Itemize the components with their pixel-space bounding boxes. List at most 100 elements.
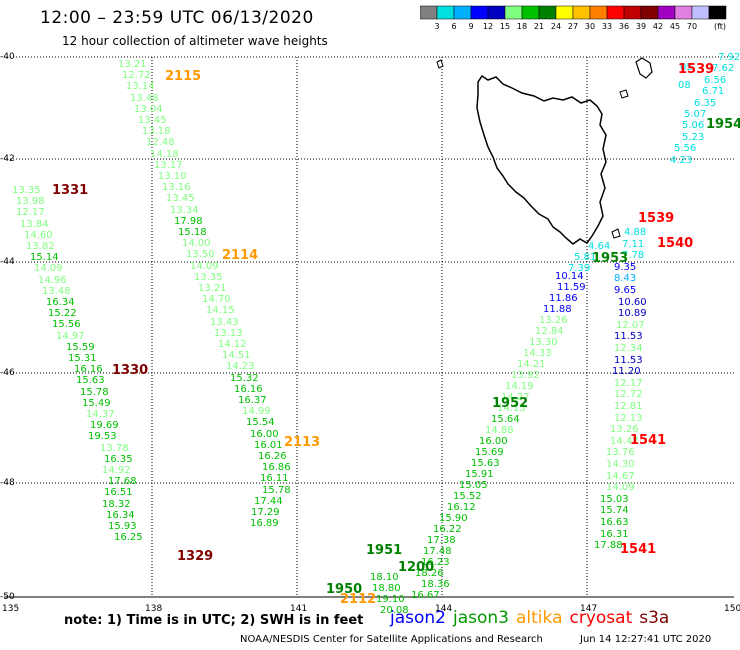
swh-value: 14.27: [501, 392, 530, 403]
swh-value: 13.16: [162, 182, 191, 194]
swh-value: 16.00: [479, 436, 508, 447]
swh-value: 11.88: [543, 304, 572, 315]
swh-value: 15.22: [48, 308, 77, 320]
colorbar-tick-label: 27: [567, 22, 579, 31]
swh-value: 16.00: [250, 428, 279, 440]
swh-value: 13.21: [198, 283, 227, 294]
pass-number-label: 1540: [657, 236, 694, 251]
pass-number-label: 2112: [340, 592, 377, 607]
generation-timestamp: Jun 14 12:27:41 UTC 2020: [580, 634, 712, 645]
swh-value: 15.18: [178, 227, 207, 238]
swh-value: 12.84: [535, 326, 564, 337]
swh-value: 13.82: [26, 241, 55, 252]
swh-value: 08: [678, 80, 691, 91]
swh-value: 13.48: [130, 92, 159, 104]
swh-value: 8.43: [614, 273, 637, 285]
swh-value: 4.64: [588, 241, 611, 252]
swh-value: 13.48: [42, 285, 71, 297]
swh-value: 14.47: [610, 435, 639, 447]
swh-value: 16.01: [254, 439, 283, 451]
swh-value: 4.23: [670, 154, 693, 166]
swh-value: 16.25: [114, 532, 143, 544]
lon-label: 147: [580, 604, 598, 614]
swh-value: 12.81: [614, 401, 643, 412]
pass-number-label: 1952: [492, 396, 529, 411]
swh-value: 14.15: [206, 305, 235, 317]
colorbar-tick-label: 39: [635, 22, 647, 31]
pass-number-label: 2115: [165, 69, 202, 84]
swh-value: 12.13: [614, 412, 643, 424]
swh-value: 16.22: [433, 524, 462, 535]
swh-value: 7.92: [718, 52, 740, 63]
swh-value: 13.34: [170, 204, 199, 216]
swh-value: 15.56: [52, 319, 81, 331]
swh-value: 10.60: [618, 296, 647, 308]
swh-value: 14.96: [38, 274, 67, 286]
swh-value: 16.37: [238, 395, 267, 406]
colorbar-swatch: [708, 5, 727, 20]
colorbar-tick-label: 33: [601, 22, 613, 31]
swh-value: 13.26: [610, 424, 639, 436]
swh-value: 16.86: [262, 462, 291, 474]
swh-value: 10.89: [618, 308, 647, 320]
pass-number-label: 1954: [706, 117, 740, 132]
lon-label: 150: [724, 604, 740, 614]
swh-value: 16.63: [600, 517, 629, 528]
swh-value: 13.18: [142, 126, 171, 138]
pass-number-label: 1539: [638, 211, 675, 226]
small-island-2: [611, 228, 621, 239]
swh-value: 14.23: [226, 361, 255, 373]
swh-value: 15.49: [82, 397, 111, 409]
swh-value: 7.62: [712, 63, 735, 75]
legend-entry-jason3: jason3: [453, 608, 509, 628]
swh-value: 11.59: [557, 282, 586, 293]
swh-value: 17.98: [174, 215, 203, 227]
colorbar-tick-label: 12: [482, 22, 494, 31]
swh-value: 15.32: [230, 372, 259, 384]
swh-value: 13.35: [194, 271, 223, 283]
swh-value: 6.56: [704, 74, 727, 86]
colorbar-tick-label: 18: [516, 22, 528, 31]
pass-number-label: 1541: [630, 433, 667, 448]
pass-number-label: 2114: [222, 248, 259, 263]
swh-value: 18.36: [421, 579, 450, 590]
swh-value: 15.74: [600, 505, 629, 517]
pass-number-label: 2113: [284, 435, 321, 450]
swh-value: 16.35: [104, 453, 133, 465]
swh-value: 5.06: [682, 120, 705, 132]
lat-label: -42: [0, 154, 15, 164]
colorbar-tick-label: 45: [669, 22, 681, 31]
swh-value: 6.71: [702, 86, 725, 98]
lat-label: -50: [0, 592, 15, 602]
swh-value: 16.16: [74, 364, 103, 376]
swh-value: 14.37: [86, 409, 115, 420]
colorbar-tick-label: 24: [550, 22, 562, 31]
swh-value: 13.13: [214, 327, 243, 339]
swh-value: 14.33: [523, 348, 552, 359]
colorbar-tick-label: 6: [451, 22, 457, 31]
swh-value: 13.14: [126, 81, 155, 93]
swh-value: 14.92: [102, 465, 131, 476]
swh-value: 19.69: [90, 420, 119, 432]
swh-value: 18.26: [415, 568, 444, 579]
swh-value: 14.09: [606, 482, 635, 494]
swh-value: 12.34: [614, 343, 643, 354]
pass-number-label: 1541: [620, 542, 657, 557]
swh-value: 14.99: [242, 406, 271, 418]
satellite-legend: jason2 jason3 altika cryosat s3a: [390, 608, 676, 628]
swh-value: 14.19: [505, 381, 534, 392]
swh-value: 10.14: [555, 271, 584, 282]
swh-value: 15.93: [108, 521, 137, 532]
swh-value: 16.16: [234, 383, 263, 395]
page-title: 12:00 – 23:59 UTC 06/13/2020: [40, 8, 314, 28]
swh-value: 11.53: [614, 331, 643, 343]
swh-value: 15.78: [80, 386, 109, 398]
lat-label: -46: [0, 368, 15, 378]
swh-value: 14.15: [497, 403, 526, 414]
swh-value: 16.51: [104, 487, 133, 499]
swh-value: 14.09: [34, 263, 63, 275]
swh-value: 17.48: [423, 546, 452, 557]
swh-value: 5.07: [684, 109, 707, 120]
swh-value: 20.08: [380, 605, 409, 616]
swh-value: 13.26: [539, 315, 568, 326]
